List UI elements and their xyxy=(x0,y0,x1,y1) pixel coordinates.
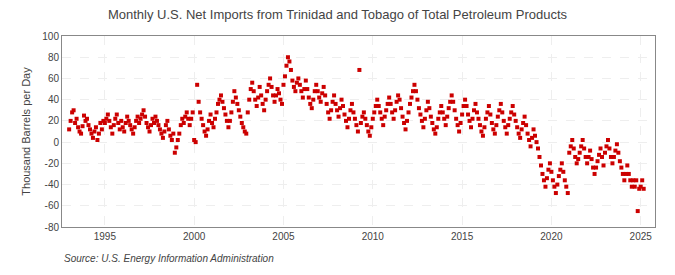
svg-text:40: 40 xyxy=(48,94,60,105)
svg-text:-60: -60 xyxy=(45,200,60,211)
svg-text:100: 100 xyxy=(42,31,59,42)
svg-text:60: 60 xyxy=(48,73,60,84)
svg-text:-80: -80 xyxy=(45,222,60,233)
svg-text:80: 80 xyxy=(48,52,60,63)
svg-text:-40: -40 xyxy=(45,179,60,190)
svg-text:2000: 2000 xyxy=(183,231,206,242)
svg-text:20: 20 xyxy=(48,115,60,126)
svg-text:Monthly U.S. Net Imports from: Monthly U.S. Net Imports from Trinidad a… xyxy=(108,7,568,22)
svg-text:2025: 2025 xyxy=(630,231,653,242)
svg-text:1995: 1995 xyxy=(94,231,117,242)
svg-text:0: 0 xyxy=(53,137,59,148)
svg-text:2005: 2005 xyxy=(272,231,295,242)
svg-text:Thousand Barrels per Day: Thousand Barrels per Day xyxy=(20,67,32,196)
svg-text:Source: U.S. Energy Informatio: Source: U.S. Energy Information Administ… xyxy=(64,253,274,264)
svg-text:2015: 2015 xyxy=(451,231,474,242)
svg-text:2010: 2010 xyxy=(362,231,385,242)
svg-text:-20: -20 xyxy=(45,158,60,169)
svg-text:2020: 2020 xyxy=(540,231,563,242)
